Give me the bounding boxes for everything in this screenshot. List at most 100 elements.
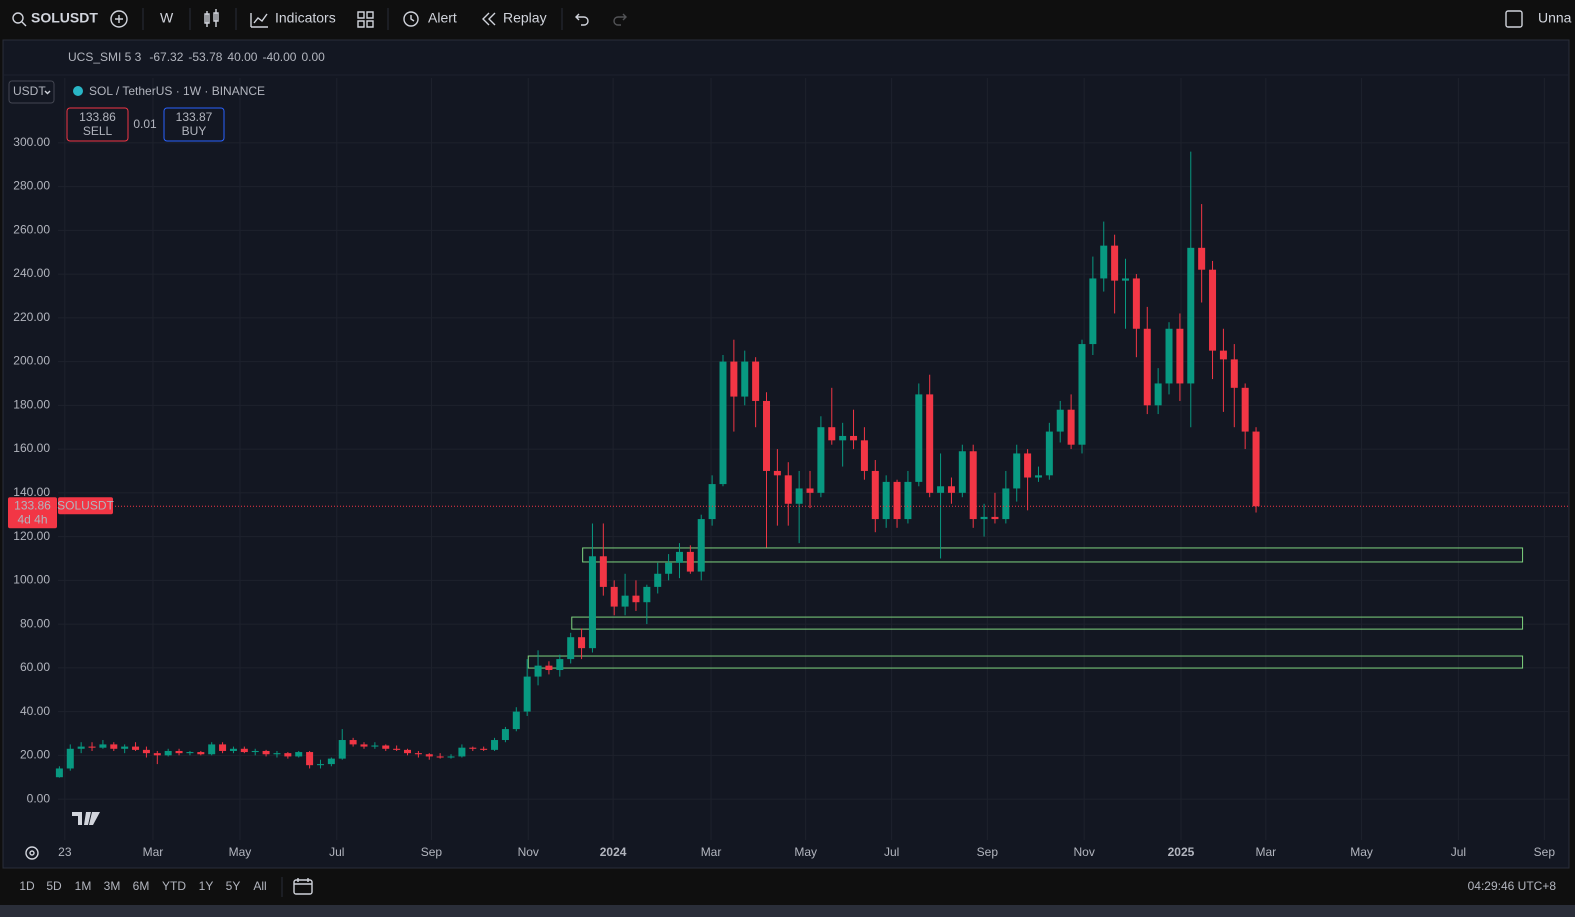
- candle-body: [1241, 387, 1249, 432]
- candle-body: [110, 744, 118, 749]
- alert-icon[interactable]: [403, 11, 419, 27]
- timeframe-button[interactable]: 1Y: [199, 879, 214, 893]
- timeframe-button[interactable]: YTD: [162, 879, 186, 893]
- candle-body: [480, 748, 488, 750]
- timeframe-button[interactable]: 6M: [133, 879, 150, 893]
- x-tick-label: 23: [58, 845, 72, 859]
- date-range-button[interactable]: [293, 879, 313, 895]
- candle-body: [436, 756, 444, 758]
- buy-price[interactable]: 133.87: [176, 110, 213, 124]
- timeframe-button[interactable]: 5Y: [226, 879, 241, 893]
- candle-body: [567, 637, 575, 660]
- candle-body: [817, 427, 825, 493]
- candle-body: [958, 451, 966, 493]
- y-tick-label: 200.00: [13, 354, 50, 368]
- y-tick-label: 220.00: [13, 310, 50, 324]
- candle-body: [240, 748, 248, 753]
- replay-button[interactable]: Replay: [503, 10, 547, 26]
- interval[interactable]: W: [160, 10, 174, 26]
- candle-body: [730, 361, 738, 397]
- layouts-button[interactable]: [357, 11, 374, 28]
- search-icon: [21, 21, 27, 27]
- candle-body: [534, 665, 542, 677]
- undo-button[interactable]: [575, 13, 589, 26]
- tradingview-logo[interactable]: [72, 812, 100, 825]
- candle-body: [1013, 453, 1021, 489]
- indicator-values: -67.32 -53.78 40.00 -40.00 0.00: [149, 50, 325, 64]
- buy-label[interactable]: BUY: [182, 124, 207, 138]
- buy-button[interactable]: [163, 107, 225, 142]
- candle-body: [153, 753, 161, 756]
- alert-icon: [410, 15, 415, 22]
- candle-body: [327, 758, 335, 765]
- timeframe-button[interactable]: All: [253, 879, 266, 893]
- x-tick-label: May: [794, 845, 817, 859]
- add-symbol[interactable]: [110, 10, 128, 28]
- candle-body: [1176, 328, 1184, 384]
- last-price: 133.86: [14, 498, 51, 512]
- candle-body: [1122, 278, 1130, 281]
- chart-type[interactable]: [204, 9, 219, 27]
- candle-body: [752, 361, 760, 401]
- candle-body: [469, 747, 477, 749]
- indicator-name: UCS_SMI 5 3: [68, 50, 142, 64]
- settings-icon: [29, 850, 35, 856]
- search-icon: [12, 12, 24, 24]
- x-tick-label: 2025: [1168, 845, 1195, 859]
- symbol[interactable]: SOLUSDT: [31, 10, 98, 26]
- candle-body: [1198, 247, 1206, 270]
- candle-body: [795, 488, 803, 504]
- candle-body: [1165, 328, 1173, 384]
- indicator-value: 40.00: [227, 50, 257, 64]
- alert-button[interactable]: Alert: [428, 10, 457, 26]
- sell-price[interactable]: 133.86: [79, 110, 116, 124]
- x-tick-label: Nov: [1073, 845, 1094, 859]
- layout-name[interactable]: Unna: [1538, 10, 1572, 26]
- indicator-value: 0.00: [301, 50, 325, 64]
- candle-body: [556, 659, 564, 671]
- x-tick-label: Sep: [421, 845, 443, 859]
- candle-body: [1034, 475, 1042, 478]
- y-tick-label: 180.00: [13, 397, 50, 411]
- currency[interactable]: USDT: [13, 84, 46, 98]
- candle-body: [1219, 350, 1227, 360]
- candle-body: [1111, 245, 1119, 281]
- candle-body: [262, 750, 270, 755]
- candle-body: [686, 551, 694, 572]
- chart-panel: [2, 39, 1570, 869]
- currency-selector[interactable]: [8, 80, 55, 104]
- sell-label[interactable]: SELL: [83, 124, 113, 138]
- candle-body: [1154, 383, 1162, 406]
- candle-body: [545, 665, 553, 671]
- candle-body: [784, 475, 792, 504]
- timeframe-button[interactable]: 5D: [46, 879, 62, 893]
- timeframe-button[interactable]: 3M: [104, 879, 121, 893]
- indicators-button[interactable]: Indicators: [275, 10, 336, 26]
- candle-body: [284, 753, 292, 757]
- x-tick-label: Jul: [329, 845, 344, 859]
- grid: 0.00 20.00 40.00 60.00 80.00 100.00 120.00 140.…: [13, 78, 1568, 859]
- candle-body: [588, 556, 596, 649]
- indicators-icon[interactable]: [250, 13, 268, 28]
- spread: 0.01: [133, 117, 157, 131]
- candle-body: [219, 744, 227, 751]
- y-tick-label: 100.00: [13, 573, 50, 587]
- candle-body: [382, 745, 390, 749]
- y-tick-label: 60.00: [20, 660, 50, 674]
- x-tick-label: Sep: [977, 845, 999, 859]
- layout-icon[interactable]: [1505, 10, 1523, 28]
- timeframe-button[interactable]: 1M: [75, 879, 92, 893]
- candle-body: [1056, 409, 1064, 432]
- settings-button[interactable]: [25, 846, 39, 860]
- sell-button[interactable]: [66, 107, 129, 142]
- redo-button[interactable]: [613, 13, 627, 26]
- candle-body: [697, 519, 705, 572]
- symbol-search[interactable]: SOLUSDT: [12, 10, 98, 27]
- candle-body: [142, 749, 150, 754]
- timeframe-button[interactable]: 1D: [19, 879, 35, 893]
- replay-icon[interactable]: [482, 12, 496, 26]
- y-tick-label: 240.00: [13, 266, 50, 280]
- x-tick-label: 2024: [600, 845, 627, 859]
- candle-body: [404, 749, 412, 754]
